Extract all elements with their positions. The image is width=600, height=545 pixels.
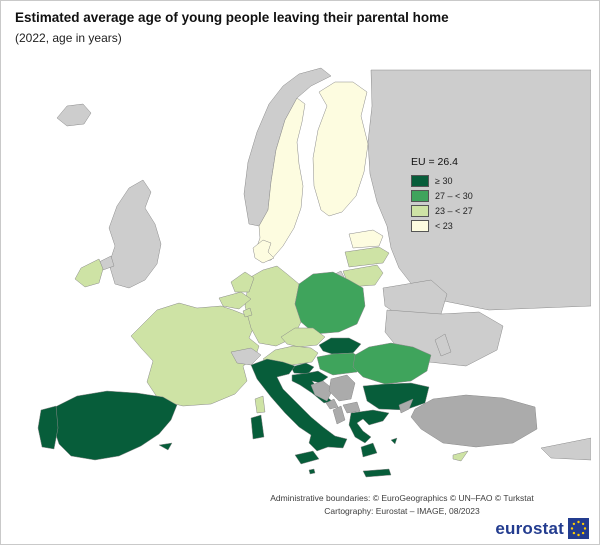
country-albania: [332, 405, 346, 425]
legend-swatch-ge30: [411, 175, 429, 187]
country-italy: [250, 358, 348, 452]
country-united-kingdom: [108, 179, 162, 289]
country-balearic-islands: [158, 442, 173, 451]
eurostat-wordmark: eurostat: [495, 518, 564, 538]
country-north-macedonia: [342, 401, 361, 414]
country-portugal: [37, 405, 59, 450]
chart-title: Estimated average age of young people le…: [15, 10, 449, 25]
country-slovenia: [290, 362, 315, 375]
country-latvia: [344, 246, 390, 268]
country-malta: [308, 468, 316, 475]
country-greece-peloponnese: [360, 442, 378, 458]
country-bosnia: [310, 380, 334, 402]
legend-swatch-23-27: [411, 205, 429, 217]
map-canvas: [37, 67, 591, 478]
country-bulgaria: [362, 382, 430, 411]
legend-label-27-30: 27 – < 30: [435, 191, 473, 201]
country-belgium: [218, 291, 252, 310]
country-slovakia: [318, 337, 362, 355]
country-romania: [352, 342, 432, 385]
eurostat-logo: eurostat: [495, 518, 589, 539]
eu-average-label: EU = 26.4: [411, 156, 458, 168]
map-credits: Administrative boundaries: © EuroGeograp…: [217, 492, 587, 518]
country-switzerland: [230, 347, 262, 366]
country-greece-crete: [362, 468, 392, 478]
country-iceland: [56, 103, 92, 127]
country-cyprus: [452, 450, 469, 462]
legend-swatch-lt23: [411, 220, 429, 232]
country-finland: [312, 81, 369, 217]
country-sicily: [294, 450, 320, 465]
country-ireland: [74, 258, 104, 288]
legend-row-ge30: ≥ 30: [411, 175, 473, 187]
map-legend: EU = 26.4 ≥ 30 27 – < 30 23 – < 27 < 23: [411, 156, 473, 235]
country-poland: [294, 271, 366, 335]
country-moldova: [434, 333, 452, 357]
legend-label-ge30: ≥ 30: [435, 176, 453, 186]
europe-choropleth-map: EU = 26.4 ≥ 30 27 – < 30 23 – < 27 < 23: [11, 56, 591, 486]
country-greece-mainland: [348, 409, 390, 444]
country-estonia: [348, 229, 384, 249]
credit-cartography: Cartography: Eurostat – IMAGE, 08/2023: [324, 505, 480, 516]
country-luxembourg: [242, 307, 253, 318]
country-netherlands: [230, 271, 255, 293]
legend-row-27-30: 27 – < 30: [411, 190, 473, 202]
legend-row-lt23: < 23: [411, 220, 473, 232]
country-denmark: [252, 239, 275, 264]
credit-boundaries: Administrative boundaries: © EuroGeograp…: [270, 493, 534, 503]
country-sardinia: [250, 414, 265, 440]
country-russia: [367, 69, 591, 311]
country-turkey: [410, 394, 538, 448]
country-turkey-thrace: [398, 398, 414, 414]
legend-row-23-27: 23 – < 27: [411, 205, 473, 217]
chart-subtitle: (2022, age in years): [15, 31, 122, 45]
legend-swatch-27-30: [411, 190, 429, 202]
country-greece-aegean-island: [390, 437, 398, 445]
country-montenegro: [325, 398, 339, 410]
country-czechia: [280, 327, 326, 348]
country-corsica: [254, 395, 266, 414]
country-caucasus: [540, 437, 591, 461]
legend-label-lt23: < 23: [435, 221, 453, 231]
country-serbia: [328, 374, 356, 402]
eu-flag-icon: [568, 518, 589, 539]
country-spain: [52, 390, 178, 461]
legend-label-23-27: 23 – < 27: [435, 206, 473, 216]
